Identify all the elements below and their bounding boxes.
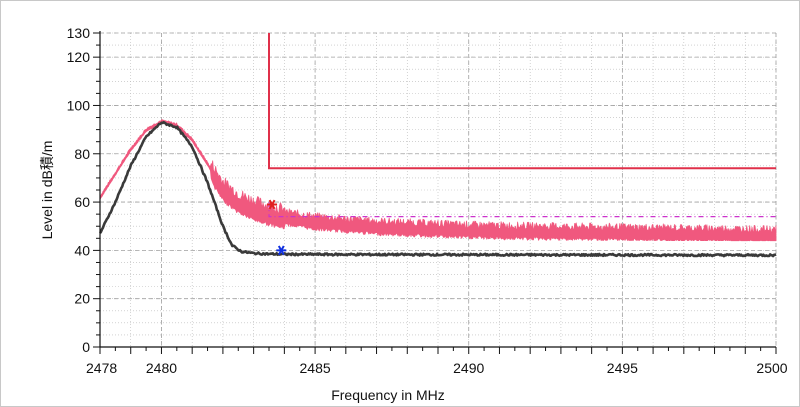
y-tick-label: 20 (74, 291, 90, 307)
x-tick-label: 2485 (300, 360, 331, 376)
x-tick-label: 2490 (453, 360, 484, 376)
y-tick-label: 100 (67, 97, 91, 113)
traces (98, 119, 777, 258)
marker-stroke (268, 199, 276, 210)
peak-marker-icon (267, 199, 278, 210)
average-marker-icon (276, 245, 287, 256)
y-tick-label: 60 (74, 194, 90, 210)
x-tick-label: 2478 (86, 360, 117, 376)
x-tick-label: 2500 (756, 360, 787, 376)
y-tick-labels: 0 20 40 60 80 100 120 130 (67, 25, 91, 355)
x-tick-label: 2480 (146, 360, 177, 376)
x-tick-labels: 2478 2480 2485 2490 2495 2500 (86, 360, 788, 376)
limit-line-peak (268, 33, 776, 170)
marker-stroke (277, 245, 285, 256)
y-tick-label: 0 (82, 339, 90, 355)
y-tick-label: 120 (67, 49, 91, 65)
x-axis-label: Frequency in MHz (331, 387, 445, 403)
average-trace (98, 120, 777, 258)
y-axis-label: Level in dB積/m (39, 141, 55, 240)
axes (93, 31, 777, 354)
y-tick-label: 80 (74, 146, 90, 162)
grid-minor (99, 32, 777, 348)
y-tick-label: 130 (67, 25, 91, 41)
x-tick-label: 2495 (607, 360, 638, 376)
limit-lines (268, 33, 776, 218)
markers (267, 199, 287, 256)
limit-line-average (268, 202, 776, 218)
y-tick-label: 40 (74, 242, 90, 258)
